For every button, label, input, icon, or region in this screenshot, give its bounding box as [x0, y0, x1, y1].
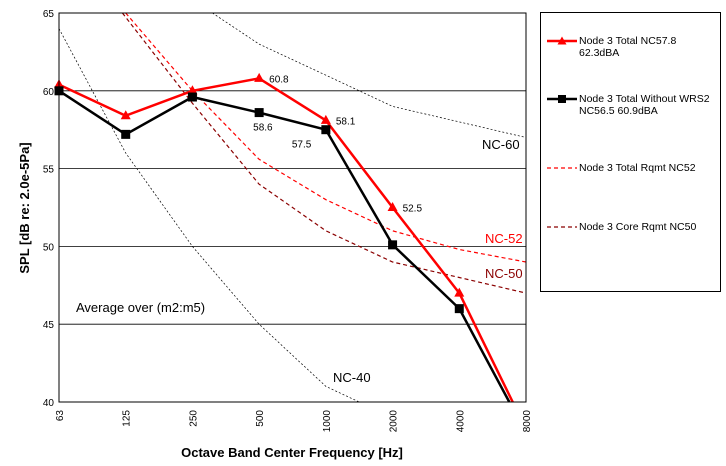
x-tick-labels: 63 125 250 500 1000 2000 4000 8000 [55, 410, 533, 433]
data-labels: 60.8 58.1 52.5 58.6 57.5 [253, 74, 422, 214]
series-lines [58, 12, 527, 403]
data-label-total-3: 60.8 [269, 74, 289, 85]
data-label-total-4: 58.1 [336, 116, 356, 127]
nc60-label: NC-60 [482, 137, 520, 152]
legend-swatch-rqmt52 [547, 167, 577, 169]
y-tick-40: 40 [43, 398, 55, 409]
marker-without-5 [388, 240, 398, 250]
x-tick-500: 500 [255, 410, 266, 427]
series-line-rqmt50 [121, 12, 527, 294]
x-tick-250: 250 [188, 410, 199, 427]
x-tick-2000: 2000 [389, 410, 400, 433]
nc52-label: NC-52 [485, 231, 523, 246]
y-tick-55: 55 [43, 165, 55, 176]
marker-without-6 [454, 304, 464, 314]
marker-without-2 [187, 92, 197, 102]
plot-border [58, 12, 527, 403]
marker-total-4 [320, 114, 331, 124]
legend-label-without: Node 3 Total Without WRS2 NC56.5 60.9dBA [579, 93, 710, 117]
series-line-total [58, 77, 514, 403]
x-tick-1000: 1000 [322, 410, 333, 433]
marker-total-2 [187, 85, 198, 95]
legend-swatch-rqmt50 [547, 226, 577, 228]
data-label-total-5: 52.5 [403, 204, 423, 215]
series-line-rqmt52 [125, 12, 527, 263]
x-tick-4000: 4000 [455, 410, 466, 433]
marker-without-3 [254, 108, 264, 118]
x-axis-title: Octave Band Center Frequency [Hz] [181, 445, 403, 460]
y-axis-title: SPL [dB re: 2.0e-5Pa] [17, 142, 32, 273]
data-label-without-4: 57.5 [292, 140, 312, 151]
nc50-label: NC-50 [485, 266, 523, 281]
legend-swatch-without [547, 95, 577, 103]
y-tick-65: 65 [43, 9, 55, 20]
marker-total-6 [454, 287, 465, 297]
x-tick-63: 63 [55, 410, 66, 422]
x-tick-8000: 8000 [522, 410, 533, 433]
y-tick-50: 50 [43, 242, 55, 253]
marker-without-1 [121, 129, 131, 139]
y-tick-60: 60 [43, 87, 55, 98]
nc40-curve [58, 28, 360, 403]
legend-label-total: Node 3 Total NC57.8 62.3dBA [579, 35, 677, 59]
data-label-without-3: 58.6 [253, 123, 273, 134]
marker-total-1 [120, 110, 131, 120]
nc-curves [58, 12, 527, 403]
marker-total-5 [387, 202, 398, 211]
legend: Node 3 Total NC57.8 62.3dBA Node 3 Total… [540, 12, 721, 292]
legend-swatch-total [547, 36, 577, 45]
legend-label-rqmt50: Node 3 Core Rqmt NC50 [579, 221, 697, 233]
marker-total-3 [254, 72, 265, 82]
y-tick-labels: 40 45 50 55 60 65 [43, 9, 55, 409]
series-line-without [58, 89, 511, 403]
legend-label-rqmt52: Node 3 Total Rqmt NC52 [579, 162, 696, 174]
nc40-label: NC-40 [333, 370, 371, 385]
average-annotation: Average over (m2:m5) [76, 300, 205, 315]
y-tick-45: 45 [43, 320, 55, 331]
x-tick-125: 125 [122, 410, 133, 427]
marker-without-4 [321, 125, 331, 135]
